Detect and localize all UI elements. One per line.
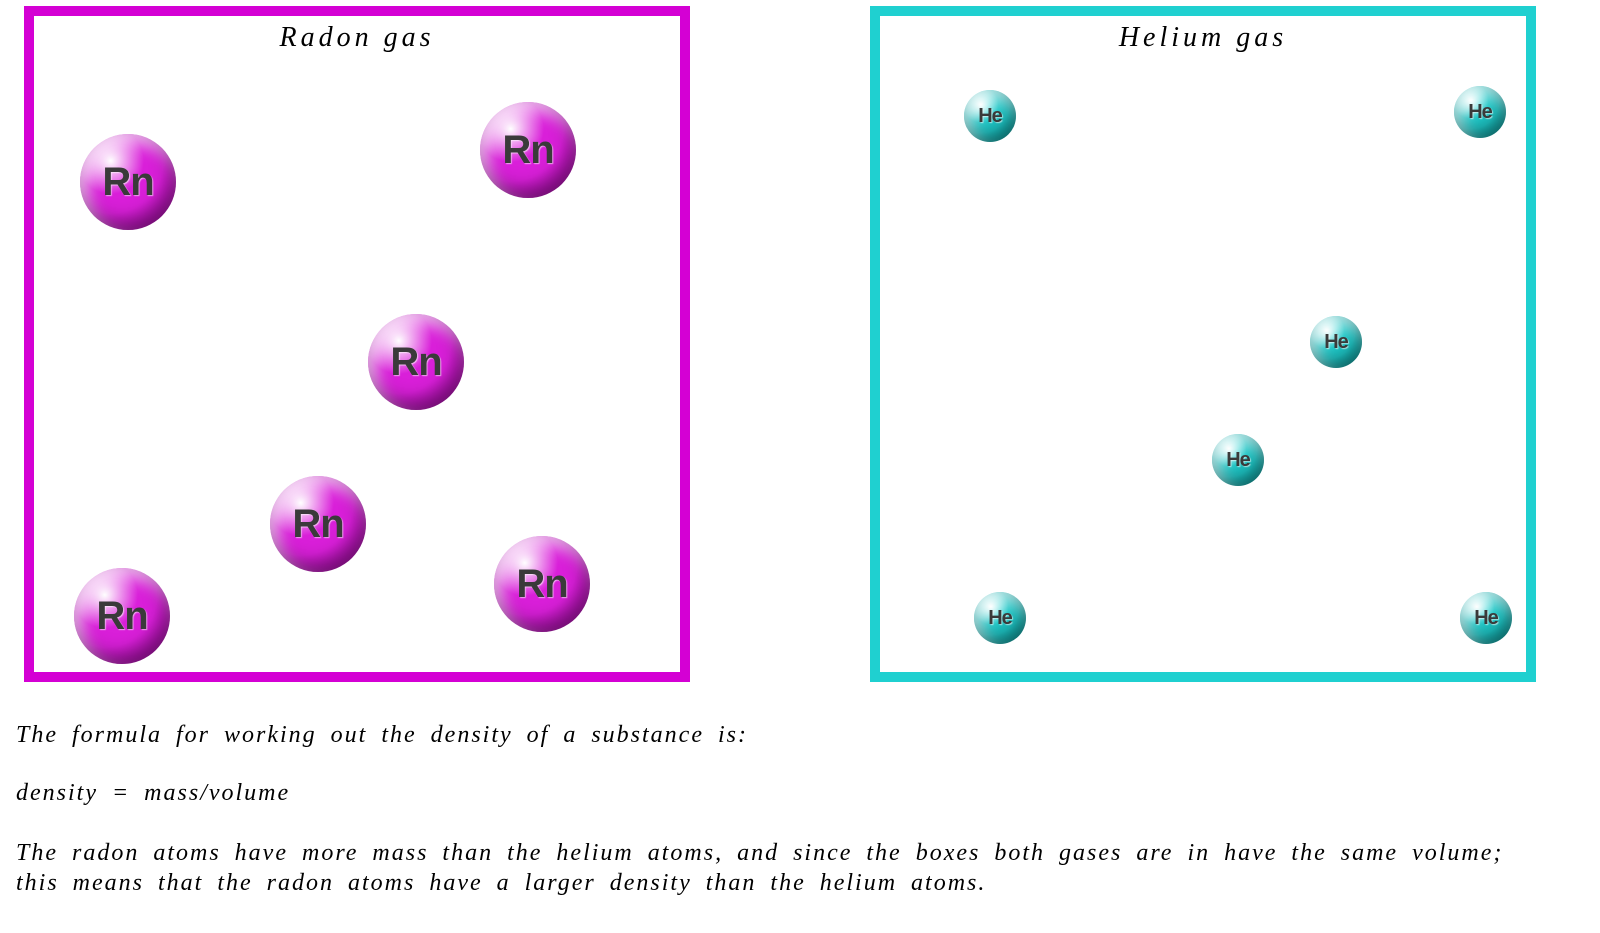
helium-atom: He [1454,86,1506,138]
helium-atom: He [1460,592,1512,644]
helium-gas-title: Helium gas [880,22,1526,54]
radon-atom: Rn [270,476,366,572]
radon-atom: Rn [74,568,170,664]
explanation-line-2: density = mass/volume [16,778,1560,808]
radon-atom: Rn [368,314,464,410]
radon-gas-box: Radon gas RnRnRnRnRnRn [24,6,690,682]
explanation-line-3: The radon atoms have more mass than the … [16,838,1560,898]
radon-gas-title: Radon gas [34,22,680,54]
explanation-line-1: The formula for working out the density … [16,720,1560,750]
helium-atom: He [974,592,1026,644]
diagram-canvas: Radon gas RnRnRnRnRnRn Helium gas HeHeHe… [0,0,1600,933]
helium-atom: He [1212,434,1264,486]
radon-atom: Rn [480,102,576,198]
helium-gas-box: Helium gas He He He He He He [870,6,1536,682]
helium-atom: He [1310,316,1362,368]
helium-atom: He [964,90,1016,142]
radon-atom: Rn [494,536,590,632]
radon-atom: Rn [80,134,176,230]
